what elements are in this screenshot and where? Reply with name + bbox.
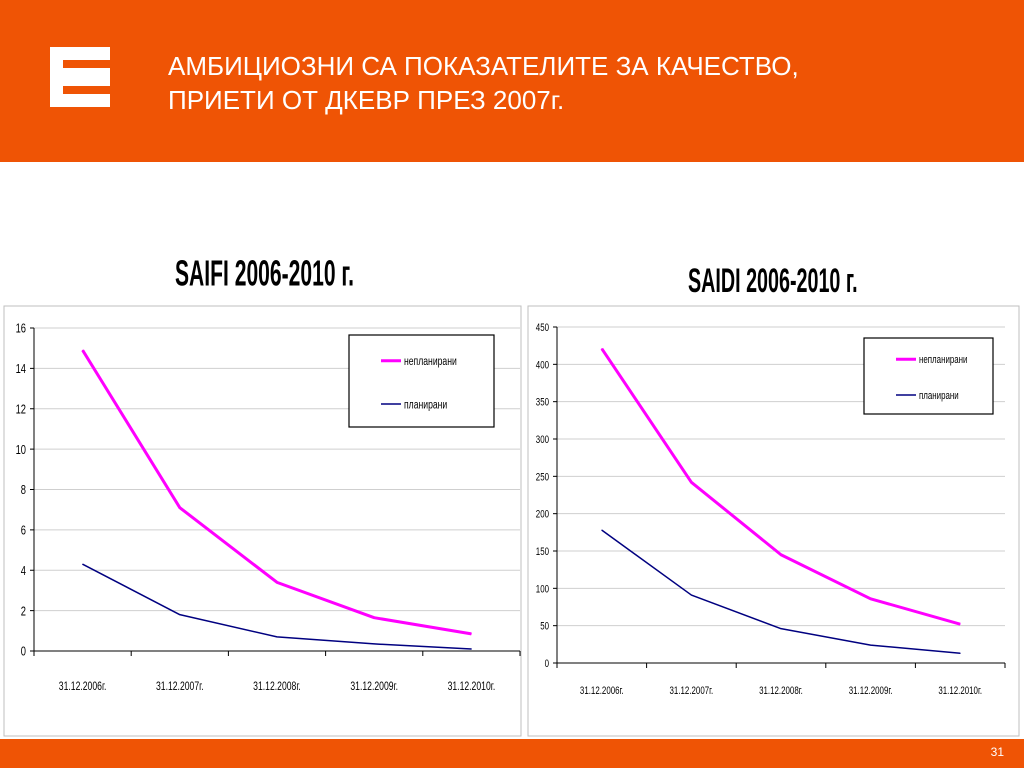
data-point: [690, 481, 692, 483]
x-category-label: 31.12.2010г.: [448, 681, 496, 694]
x-category-label: 31.12.2008г.: [253, 681, 301, 694]
y-tick-label: 300: [536, 434, 549, 447]
data-point: [82, 563, 84, 565]
y-tick-label: 8: [21, 484, 26, 498]
data-point: [601, 529, 603, 531]
y-tick-label: 100: [536, 583, 549, 596]
y-tick-label: 450: [536, 322, 549, 335]
x-category-label: 31.12.2010г.: [938, 685, 982, 698]
data-point: [780, 628, 782, 630]
data-point: [780, 554, 782, 556]
data-point: [276, 636, 278, 638]
y-tick-label: 400: [536, 359, 549, 372]
legend-box: [863, 337, 994, 415]
x-category-label: 31.12.2007г.: [670, 685, 714, 698]
data-point: [82, 349, 84, 351]
data-point: [373, 617, 375, 619]
page-number: 31: [990, 745, 1004, 759]
y-tick-label: 250: [536, 471, 549, 484]
slide-header: АМБИЦИОЗНИ СА ПОКАЗАТЕЛИТЕ ЗА КАЧЕСТВО, …: [0, 0, 1024, 162]
data-point: [179, 614, 181, 616]
x-category-label: 31.12.2008г.: [759, 685, 803, 698]
legend-box: [348, 334, 495, 428]
legend-label: непланирани: [404, 356, 457, 369]
saifi-chart-title: SAIFI 2006-2010 г.: [175, 254, 354, 294]
x-category-label: 31.12.2006г.: [580, 685, 624, 698]
y-tick-label: 2: [21, 605, 26, 619]
data-point: [870, 598, 872, 600]
slide-title: АМБИЦИОЗНИ СА ПОКАЗАТЕЛИТЕ ЗА КАЧЕСТВО, …: [168, 49, 799, 117]
y-tick-label: 350: [536, 396, 549, 409]
data-point: [959, 652, 961, 654]
data-point: [959, 623, 961, 625]
saidi-chart-title: SAIDI 2006-2010 г.: [688, 262, 858, 300]
y-tick-label: 12: [16, 403, 26, 417]
data-point: [470, 633, 472, 635]
legend-label: планирани: [919, 390, 959, 403]
data-point: [373, 643, 375, 645]
x-category-label: 31.12.2007г.: [156, 681, 204, 694]
data-point: [690, 594, 692, 596]
y-tick-label: 150: [536, 546, 549, 559]
data-point: [276, 581, 278, 583]
legend-label: непланирани: [919, 354, 967, 367]
y-tick-label: 0: [21, 645, 26, 659]
data-point: [601, 348, 603, 350]
y-tick-label: 4: [21, 565, 26, 579]
cez-logo-icon: [50, 47, 110, 107]
y-tick-label: 14: [16, 363, 26, 377]
data-point: [179, 507, 181, 509]
slide-title-line2: ПРИЕТИ ОТ ДКЕВР ПРЕЗ 2007г.: [168, 85, 565, 115]
y-tick-label: 200: [536, 508, 549, 521]
y-tick-label: 0: [545, 658, 549, 671]
slide-title-line1: АМБИЦИОЗНИ СА ПОКАЗАТЕЛИТЕ ЗА КАЧЕСТВО,: [168, 51, 799, 81]
y-tick-label: 10: [16, 443, 26, 457]
data-point: [870, 644, 872, 646]
legend-label: планирани: [404, 399, 447, 412]
data-point: [470, 648, 472, 650]
slide-footer: 31: [0, 739, 1024, 768]
y-tick-label: 50: [540, 620, 549, 633]
y-tick-label: 16: [16, 322, 26, 336]
x-category-label: 31.12.2006г.: [59, 681, 107, 694]
x-category-label: 31.12.2009г.: [849, 685, 893, 698]
x-category-label: 31.12.2009г.: [350, 681, 398, 694]
y-tick-label: 6: [21, 524, 26, 538]
